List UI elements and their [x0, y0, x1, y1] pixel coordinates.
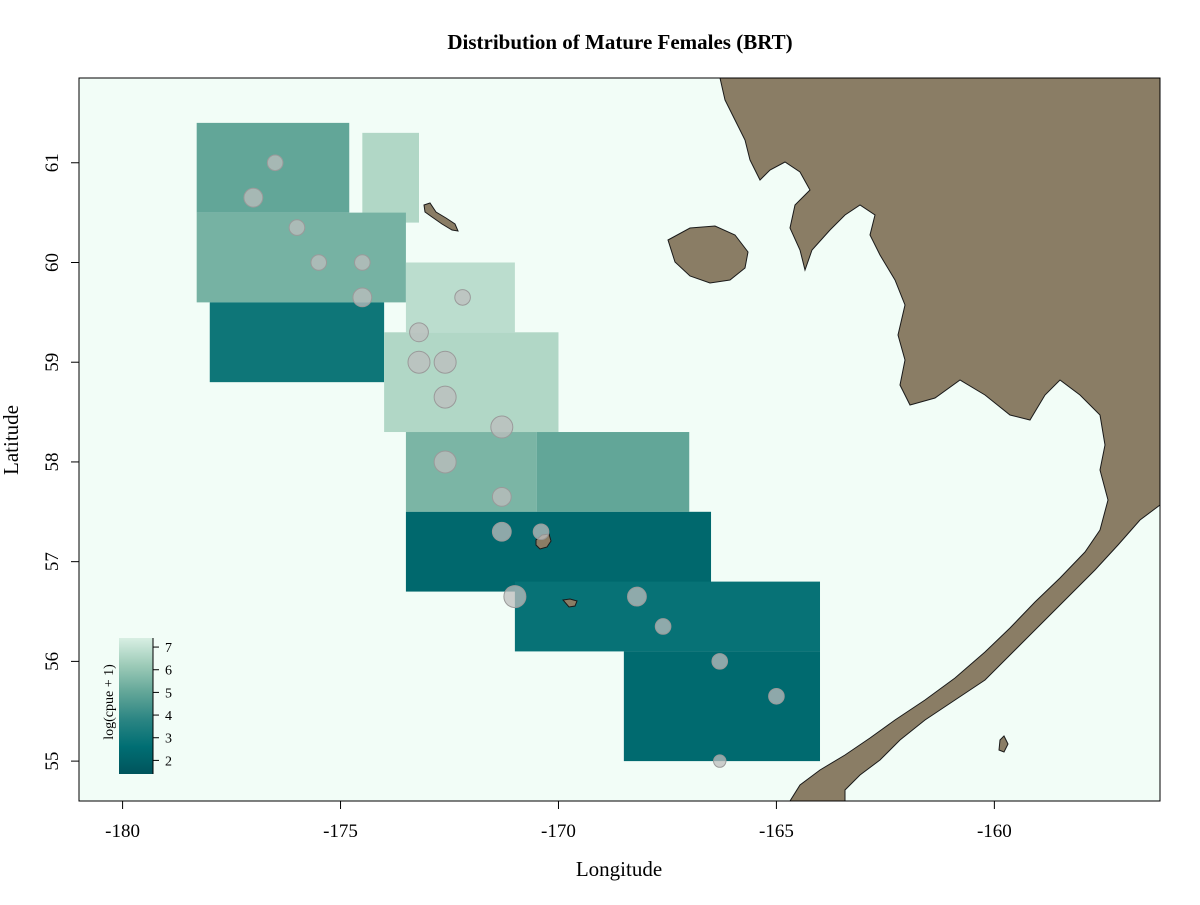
sample-point [491, 521, 512, 542]
x-tick-label: -180 [105, 821, 140, 842]
y-axis: 55 56 57 58 59 60 61 [42, 153, 79, 771]
y-axis-label: Latitude [0, 405, 23, 475]
sample-point [433, 350, 457, 374]
prediction-cell [209, 302, 385, 383]
sample-point [532, 523, 550, 541]
sample-point [407, 350, 431, 374]
y-tick-label: 61 [42, 153, 63, 172]
y-tick-label: 59 [42, 353, 63, 372]
sample-point [503, 585, 527, 609]
sample-point [433, 385, 457, 409]
sample-point [454, 289, 471, 306]
y-tick-label: 57 [42, 552, 63, 571]
legend-tick-label: 6 [165, 664, 172, 679]
y-tick-label: 60 [42, 253, 63, 272]
legend-tick-label: 3 [165, 732, 172, 747]
sample-point [490, 415, 514, 439]
legend-ticks: 2 3 4 5 6 7 [152, 638, 172, 774]
x-tick-label: -170 [541, 821, 576, 842]
prediction-cell [405, 511, 712, 592]
y-tick-label: 55 [42, 752, 63, 771]
legend-tick-label: 7 [165, 641, 172, 656]
chart-title: Distribution of Mature Females (BRT) [447, 30, 792, 54]
legend-tick-label: 5 [165, 686, 172, 701]
peninsula-islands [998, 735, 1009, 753]
x-axis: -180 -175 -170 -165 -160 [105, 800, 1012, 842]
sample-point [266, 154, 284, 172]
legend-tick-label: 2 [165, 754, 172, 769]
sample-point [352, 287, 373, 308]
sample-point [711, 653, 729, 670]
sample-point [491, 486, 512, 507]
y-tick-label: 58 [42, 452, 63, 471]
prediction-cell [362, 132, 419, 223]
sample-point [654, 618, 672, 635]
nunivak-island [667, 225, 749, 284]
legend-colorbar [119, 638, 153, 774]
sample-point [310, 254, 328, 271]
legend-title: log(cpue + 1) [102, 664, 117, 740]
y-tick-label: 56 [42, 652, 63, 671]
prediction-cell [623, 651, 821, 762]
sample-point [627, 586, 647, 607]
x-tick-label: -165 [759, 821, 794, 842]
sample-point [433, 450, 457, 474]
prediction-cell [384, 332, 559, 433]
st-george-island [562, 598, 578, 608]
prediction-surface [196, 122, 821, 762]
sample-point [354, 254, 371, 271]
legend-tick-label: 4 [165, 709, 172, 724]
land-layer [423, 78, 1160, 801]
map-content [196, 78, 1160, 801]
st-matthew-island [423, 202, 459, 232]
x-axis-label: Longitude [576, 857, 662, 881]
prediction-cell [536, 432, 690, 512]
sample-point [288, 219, 306, 236]
x-tick-label: -160 [977, 821, 1012, 842]
sample-point [243, 187, 264, 208]
x-tick-label: -175 [323, 821, 358, 842]
alaska-mainland [719, 78, 1160, 801]
prediction-cell [405, 432, 537, 512]
sample-points [243, 154, 785, 768]
prediction-cell [514, 581, 821, 652]
color-legend: 2 3 4 5 6 7 log(cpue + 1) [102, 638, 172, 774]
sample-point [409, 322, 429, 343]
sample-point [768, 687, 785, 705]
sample-point [713, 754, 727, 768]
